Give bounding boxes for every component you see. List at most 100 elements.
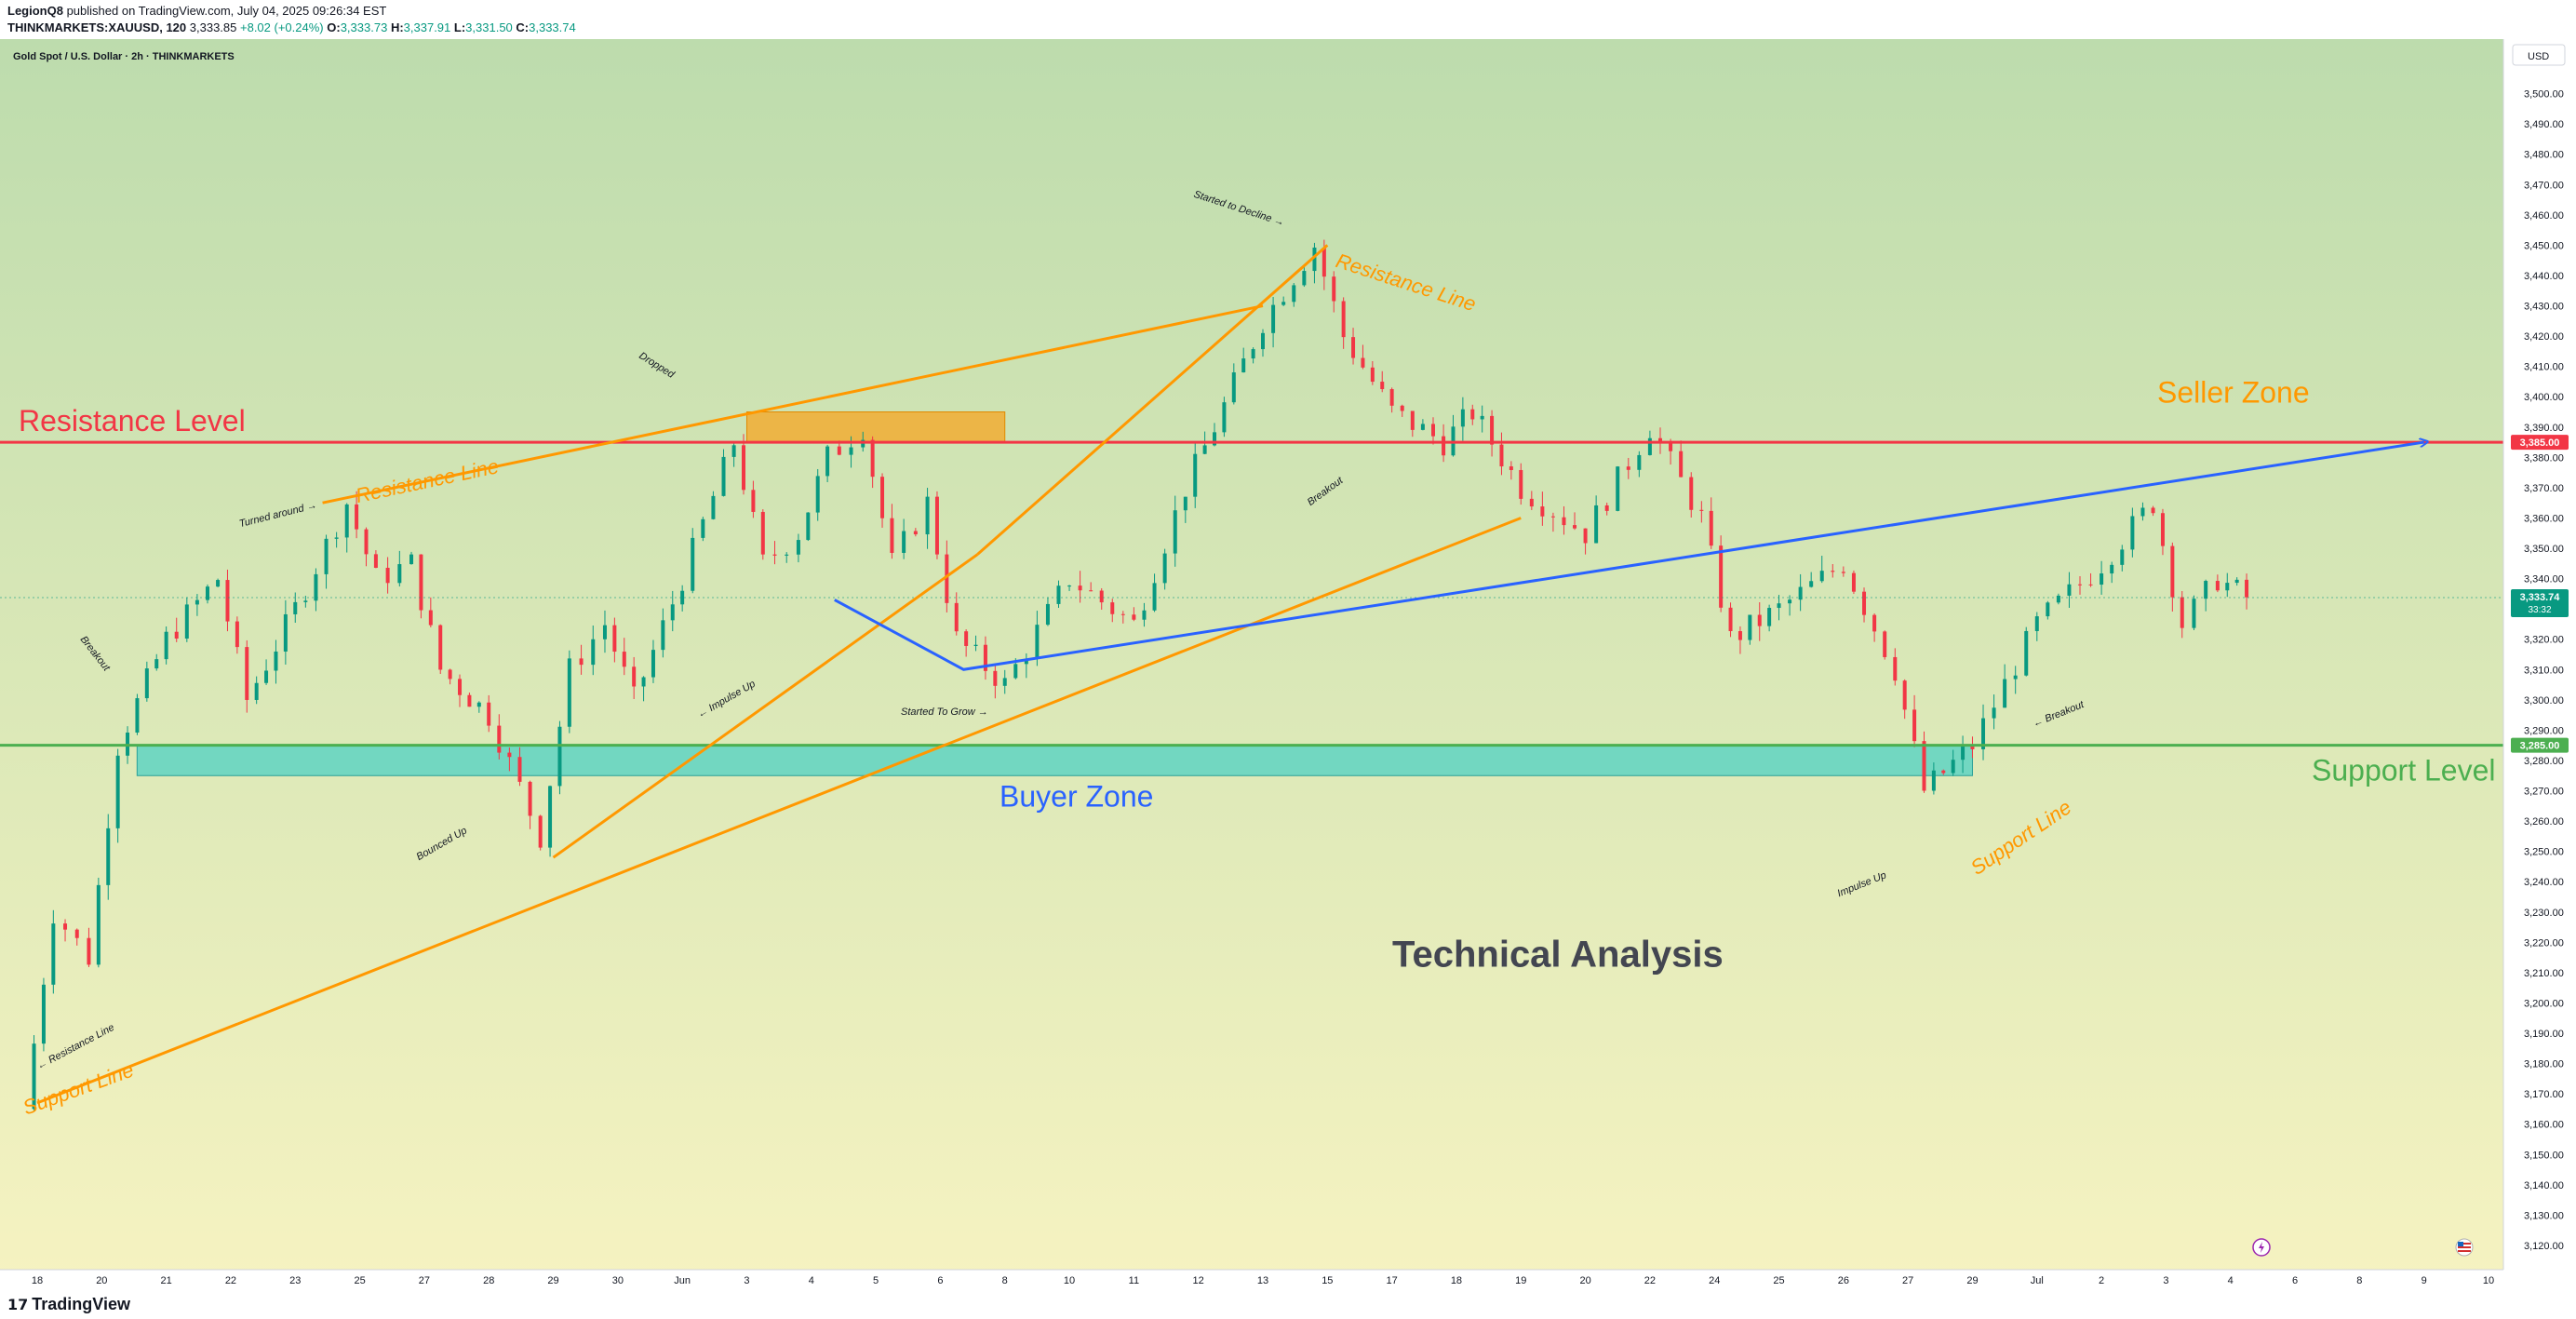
candle-body: [235, 621, 239, 648]
candle-body: [2024, 630, 2029, 676]
y-tick-label: 3,390.00: [2524, 423, 2564, 434]
open-value: 3,333.73: [340, 20, 388, 34]
x-tick-label: 13: [1257, 1275, 1268, 1286]
price-change: +8.02 (+0.24%): [240, 20, 324, 34]
x-tick-label: 4: [809, 1275, 814, 1286]
price-chart[interactable]: Resistance Level Support Level Seller Zone…: [0, 39, 2576, 1289]
x-tick-label: 5: [873, 1275, 879, 1286]
candle-body: [1788, 599, 1792, 604]
candle-body: [344, 504, 349, 538]
candle-body: [902, 531, 906, 553]
candle-body: [2140, 507, 2145, 517]
lightning-icon[interactable]: [2252, 1238, 2271, 1257]
candle-body: [2170, 545, 2175, 598]
buyer-zone: [136, 745, 1973, 776]
candle-body: [32, 1043, 36, 1110]
candle-body: [993, 670, 998, 686]
candle-body: [274, 651, 278, 671]
candle-body: [528, 781, 532, 816]
candle-body: [1332, 276, 1336, 302]
y-tick-label: 3,470.00: [2524, 180, 2564, 191]
candle-body: [1719, 545, 1724, 608]
y-tick-label: 3,300.00: [2524, 695, 2564, 707]
candle-body: [216, 580, 221, 587]
candle-body: [945, 554, 949, 603]
candle-body: [373, 554, 378, 568]
support-level-label: Support Level: [2312, 754, 2495, 787]
candle-body: [701, 518, 705, 538]
trendlines: [36, 244, 2424, 1105]
x-tick-label: Jul: [2031, 1275, 2044, 1286]
support-tag-label: 3,285.00: [2520, 741, 2560, 752]
y-tick-label: 3,360.00: [2524, 513, 2564, 524]
candle-body: [1902, 680, 1907, 710]
candle-body: [355, 504, 359, 530]
candle-body: [41, 984, 46, 1044]
candle-body: [557, 726, 562, 787]
candle-body: [458, 679, 463, 695]
candle-body: [721, 456, 726, 496]
candle-body: [1981, 718, 1986, 749]
y-tick-label: 3,150.00: [2524, 1150, 2564, 1161]
countdown-label: 33:32: [2528, 605, 2551, 615]
candle-body: [2100, 573, 2104, 585]
price-axis[interactable]: 3,120.00 3,130.00 3,140.00 3,150.00 3,160.00…: [2502, 39, 2576, 1289]
candle-body: [591, 639, 596, 666]
candle-body: [1709, 510, 1713, 546]
candle-body: [419, 554, 423, 611]
currency-selector[interactable]: USD: [2512, 44, 2566, 66]
brand-name: TradingView: [32, 1295, 130, 1313]
candle-body: [2180, 597, 2184, 628]
candle-body: [806, 512, 811, 541]
x-tick-label: 25: [1773, 1275, 1784, 1286]
candle-body: [164, 631, 168, 660]
candle-body: [1616, 466, 1620, 511]
publisher-name[interactable]: LegionQ8: [7, 4, 63, 18]
candle-body: [1689, 477, 1694, 510]
candle-body: [205, 586, 209, 600]
candle-body: [1699, 509, 1704, 511]
candle-body: [622, 652, 626, 667]
y-tick-label: 3,490.00: [2524, 119, 2564, 130]
candle-body: [487, 702, 491, 726]
trendline-2: [322, 304, 1264, 505]
candle-body: [1992, 707, 1996, 719]
candle-body: [2225, 583, 2230, 591]
candle-body: [1370, 367, 1375, 383]
candle-body: [254, 682, 259, 700]
candle-body: [1231, 372, 1236, 403]
seller-zone-label: Seller Zone: [2157, 376, 2310, 410]
zones: [136, 411, 1973, 776]
time-axis[interactable]: 18 20 21 22 23 25 27 28 29 30 Jun 3 4 5 6 8 10 11 12 13 15 17…: [0, 1269, 2576, 1289]
y-tick-label: 3,310.00: [2524, 665, 2564, 676]
x-tick-label: 22: [225, 1275, 236, 1286]
x-tick-label: 27: [419, 1275, 430, 1286]
candle-body: [1499, 444, 1504, 467]
y-tick-label: 3,320.00: [2524, 635, 2564, 646]
trendline-3: [976, 244, 1329, 556]
candle-body: [796, 540, 800, 555]
y-tick-label: 3,160.00: [2524, 1120, 2564, 1131]
y-tick-label: 3,140.00: [2524, 1180, 2564, 1191]
candle-body: [1183, 496, 1187, 511]
x-tick-label: 29: [1966, 1275, 1978, 1286]
candle-body: [476, 702, 481, 707]
candle-body: [283, 613, 288, 652]
candle-body: [1470, 409, 1475, 420]
candle-body: [51, 923, 56, 985]
candle-body: [1529, 498, 1534, 507]
us-flag-icon[interactable]: [2455, 1238, 2474, 1257]
candle-body: [2234, 579, 2239, 584]
candle-body: [1460, 409, 1465, 427]
candle-body: [1851, 572, 1856, 592]
candle-body: [154, 659, 159, 669]
x-tick-label: 23: [289, 1275, 301, 1286]
candle-body: [1941, 770, 1946, 774]
currency-label: USD: [2528, 51, 2549, 62]
y-tick-label: 3,440.00: [2524, 271, 2564, 282]
y-tick-label: 3,430.00: [2524, 302, 2564, 313]
tradingview-logo[interactable]: 𝟭𝟳 TradingView: [7, 1295, 130, 1314]
candle-body: [1380, 382, 1385, 390]
x-tick-label: 20: [1579, 1275, 1590, 1286]
candle-body: [2056, 595, 2060, 603]
